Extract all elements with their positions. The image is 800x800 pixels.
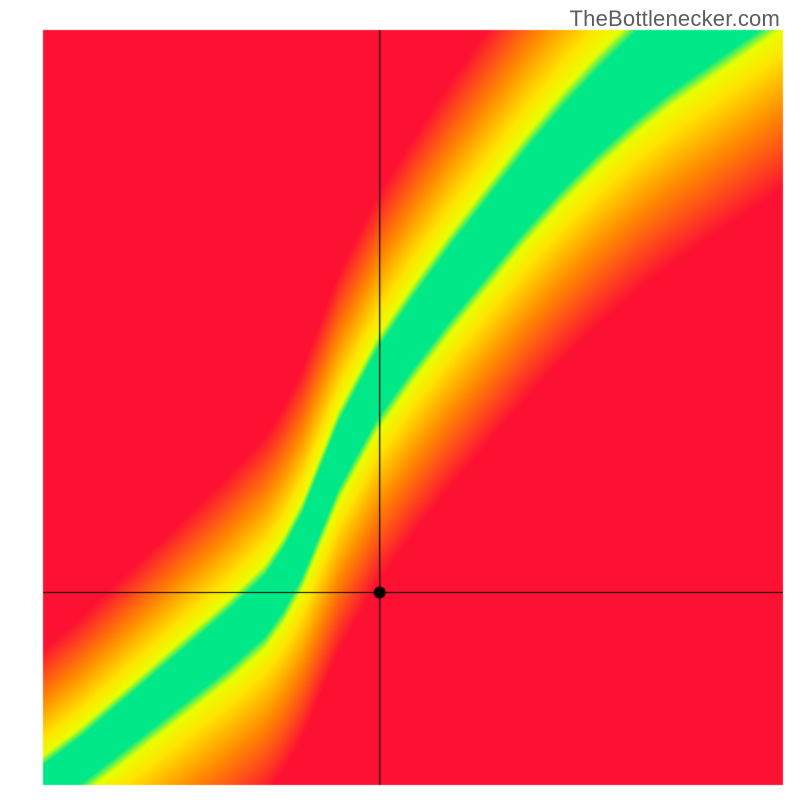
bottleneck-heatmap <box>0 0 800 800</box>
watermark-text: TheBottlenecker.com <box>570 6 780 32</box>
